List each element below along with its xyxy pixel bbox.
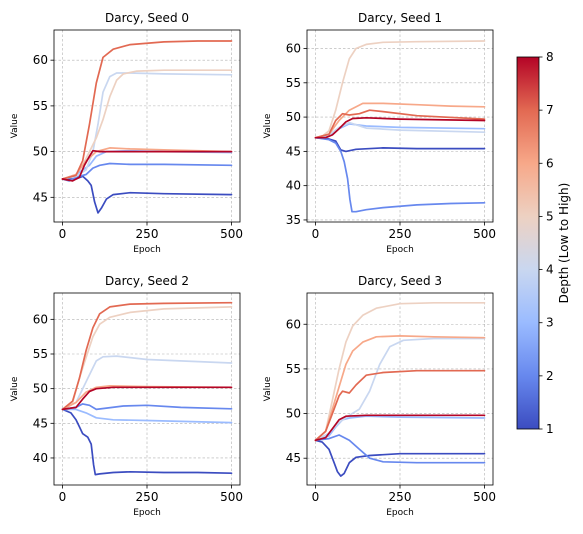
colorbar-tick-label: 1	[546, 422, 554, 436]
series-line-depth-5	[314, 301, 486, 442]
series-line-depth-4	[61, 355, 233, 411]
y-tick-label: 45	[33, 416, 48, 430]
subplot-0: 0 250 500 45 50 55 60 Darcy, Seed 0 Epoch Value	[10, 11, 243, 255]
colorbar-frame	[516, 56, 540, 430]
series-line-depth-2	[314, 434, 486, 464]
y-tick-label: 45	[33, 190, 48, 204]
y-tick-label: 40	[286, 179, 301, 193]
series-line-depth-2	[61, 162, 233, 182]
series-line-depth-8	[61, 149, 233, 182]
y-tick-label: 55	[286, 76, 301, 90]
series-line-depth-5	[314, 40, 486, 139]
series-line-depth-7	[61, 301, 233, 411]
x-axis-label: Epoch	[386, 245, 414, 255]
y-tick-label: 60	[286, 317, 301, 331]
y-tick-label: 40	[33, 451, 48, 465]
y-tick-label: 55	[286, 362, 301, 376]
series-line-depth-8	[314, 414, 486, 442]
y-tick-label: 55	[33, 347, 48, 361]
series-line-depth-7	[61, 40, 233, 180]
x-tick-label: 500	[473, 490, 496, 504]
y-axis-label: Value	[10, 376, 20, 401]
subplot-3: 0 250 500 45 50 55 60 Darcy, Seed 3 Epoch Value	[263, 274, 496, 518]
subplot-title: Darcy, Seed 0	[105, 11, 189, 25]
colorbar-tick-label: 2	[546, 369, 554, 383]
colorbar-label: Depth (Low to High)	[557, 183, 571, 304]
x-tick-label: 0	[59, 227, 67, 241]
series-line-depth-7	[314, 109, 486, 139]
x-tick-label: 250	[136, 227, 159, 241]
y-tick-label: 50	[33, 145, 48, 159]
y-tick-label: 50	[286, 407, 301, 421]
x-tick-label: 0	[59, 490, 67, 504]
colorbar: 1 2 3 4 5 6 7 8 Depth (Low to High)	[516, 50, 571, 436]
y-tick-label: 60	[286, 42, 301, 56]
y-tick-label: 60	[33, 53, 48, 67]
series-line-depth-1	[61, 408, 233, 476]
series-line-depth-6	[314, 335, 486, 442]
x-tick-label: 500	[220, 227, 243, 241]
series-line-depth-1	[314, 136, 486, 153]
series-line-depth-1	[61, 175, 233, 214]
series-line-depth-7	[314, 369, 486, 442]
x-tick-label: 250	[136, 490, 159, 504]
series-line-depth-8	[314, 116, 486, 139]
x-axis-label: Epoch	[386, 508, 414, 518]
colorbar-tick-label: 3	[546, 316, 554, 330]
series-line-depth-3	[314, 415, 486, 442]
subplot-title: Darcy, Seed 2	[105, 274, 189, 288]
subplot-title: Darcy, Seed 3	[358, 274, 442, 288]
series-line-depth-2	[61, 403, 233, 411]
y-tick-label: 45	[286, 451, 301, 465]
colorbar-tick-label: 8	[546, 50, 554, 64]
subplot-title: Darcy, Seed 1	[358, 11, 442, 25]
subplot-2: 0 250 500 40 45 50 55 60 Darcy, Seed 2 Epoch Value	[10, 274, 243, 518]
x-tick-label: 250	[389, 227, 412, 241]
subplot-1: 0 250 500 35 40 45 50 55 60 Darcy, Seed 1 Epoch Val…	[263, 11, 496, 255]
colorbar-gradient	[517, 57, 539, 429]
x-tick-label: 500	[473, 227, 496, 241]
x-tick-label: 0	[312, 490, 320, 504]
colorbar-tick-label: 5	[546, 209, 554, 223]
y-tick-label: 55	[33, 99, 48, 113]
y-axis-label: Value	[263, 113, 273, 138]
y-tick-label: 35	[286, 213, 301, 227]
y-axis-label: Value	[10, 113, 20, 138]
x-axis-label: Epoch	[133, 245, 161, 255]
y-axis-label: Value	[263, 376, 273, 401]
y-tick-label: 50	[33, 382, 48, 396]
colorbar-tick-label: 7	[546, 103, 554, 117]
series-line-depth-1	[314, 439, 486, 477]
y-tick-label: 60	[33, 312, 48, 326]
series-line-depth-6	[314, 102, 486, 139]
x-tick-label: 0	[312, 227, 320, 241]
x-axis-label: Epoch	[133, 508, 161, 518]
series-line-depth-2	[314, 136, 486, 213]
x-tick-label: 250	[389, 490, 412, 504]
colorbar-tick-label: 6	[546, 156, 554, 170]
series-line-depth-3	[61, 408, 233, 424]
y-tick-label: 50	[286, 110, 301, 124]
y-tick-label: 45	[286, 144, 301, 158]
series-line-depth-8	[61, 386, 233, 411]
series-line-depth-4	[314, 337, 486, 442]
x-tick-label: 500	[220, 490, 243, 504]
colorbar-tick-label: 4	[546, 263, 554, 277]
series-line-depth-4	[61, 72, 233, 180]
